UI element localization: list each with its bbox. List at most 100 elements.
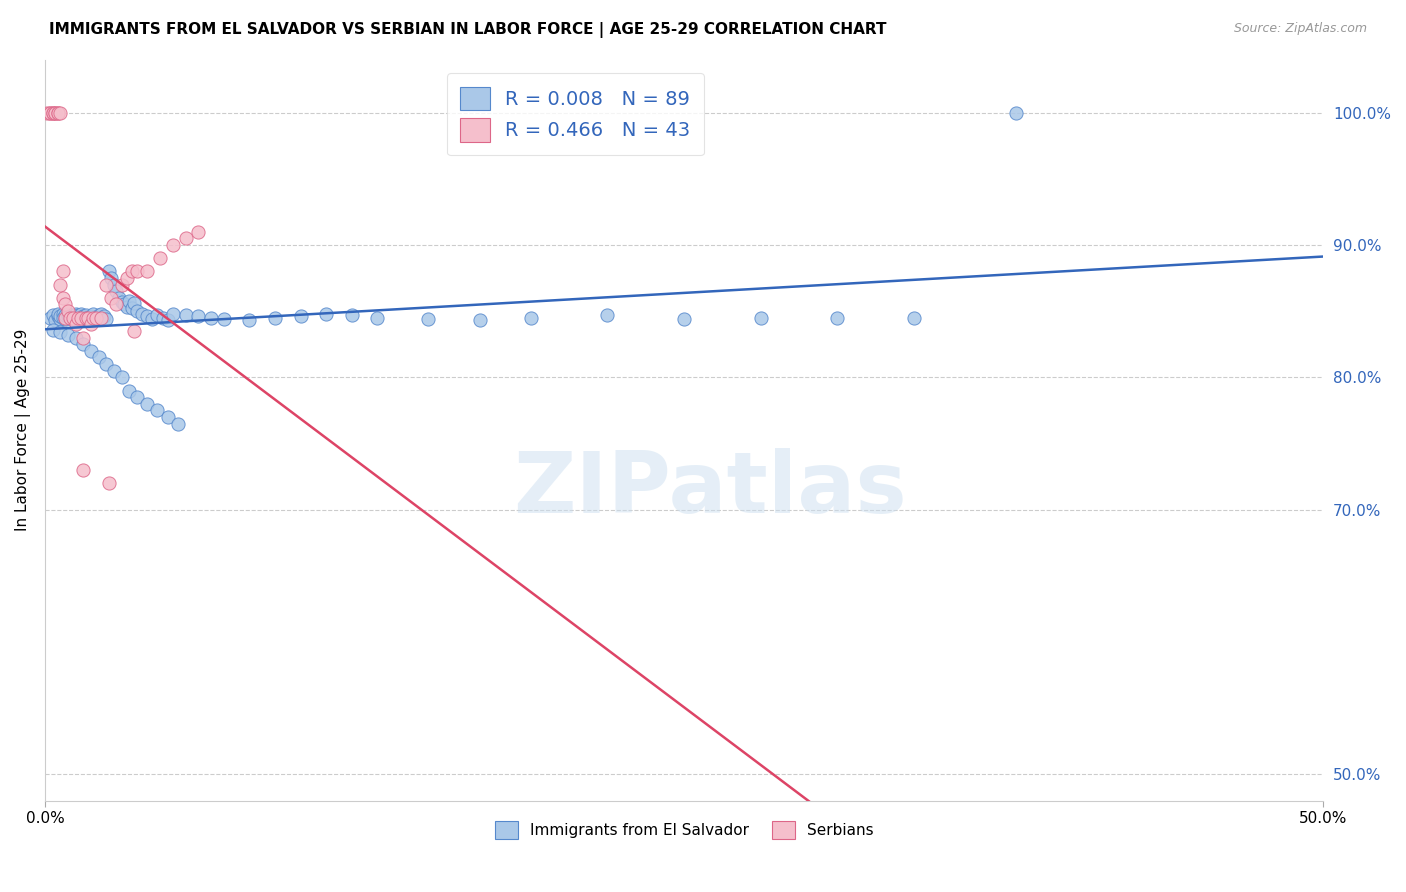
Point [115, 300, 138, 314]
Point [52, 307, 75, 321]
Point [146, 403, 169, 417]
Point [121, 264, 143, 278]
Point [62, 310, 84, 324]
Point [174, 231, 197, 245]
Point [69, 310, 91, 325]
Point [37, 105, 59, 120]
Point [52, 310, 75, 325]
Point [110, 370, 132, 384]
Point [87, 351, 110, 365]
Point [290, 310, 312, 324]
Point [69, 310, 91, 325]
Point [67, 312, 90, 326]
Point [49, 310, 72, 324]
Text: Source: ZipAtlas.com: Source: ZipAtlas.com [1233, 22, 1367, 36]
Point [67, 308, 90, 322]
Point [105, 285, 128, 299]
Point [49, 312, 72, 326]
Point [118, 384, 141, 398]
Point [82, 307, 104, 321]
Point [56, 304, 79, 318]
Point [82, 310, 104, 325]
Point [108, 291, 131, 305]
Point [118, 293, 141, 308]
Point [112, 297, 135, 311]
Point [149, 251, 172, 265]
Point [67, 310, 90, 325]
Text: ZIPatlas: ZIPatlas [513, 448, 907, 531]
Point [174, 308, 197, 322]
Point [56, 307, 79, 321]
Point [162, 238, 184, 252]
Point [1005, 105, 1028, 120]
Point [673, 312, 696, 326]
Point [53, 310, 76, 325]
Point [90, 310, 112, 325]
Point [115, 271, 138, 285]
Point [187, 310, 209, 324]
Point [596, 308, 619, 322]
Point [124, 296, 146, 310]
Point [75, 308, 97, 322]
Point [44, 313, 66, 327]
Point [72, 330, 94, 344]
Point [200, 310, 222, 325]
Point [65, 330, 87, 344]
Point [72, 463, 94, 477]
Point [93, 310, 115, 324]
Point [75, 310, 97, 325]
Point [146, 308, 169, 322]
Point [62, 312, 84, 326]
Point [903, 310, 925, 325]
Point [41, 323, 63, 337]
Point [52, 264, 75, 278]
Point [41, 308, 63, 322]
Point [56, 310, 79, 324]
Point [52, 291, 75, 305]
Point [156, 313, 179, 327]
Point [46, 307, 69, 321]
Point [162, 307, 184, 321]
Point [87, 308, 110, 322]
Point [136, 264, 159, 278]
Point [340, 308, 363, 322]
Point [136, 397, 159, 411]
Point [156, 409, 179, 424]
Point [264, 310, 287, 325]
Point [468, 313, 491, 327]
Point [46, 310, 69, 324]
Point [80, 343, 103, 358]
Point [53, 308, 76, 322]
Point [62, 310, 84, 325]
Point [166, 417, 188, 431]
Point [41, 105, 63, 120]
Point [72, 312, 94, 326]
Point [105, 297, 128, 311]
Point [44, 105, 66, 120]
Point [187, 225, 209, 239]
Point [46, 105, 69, 120]
Point [121, 301, 143, 316]
Point [100, 271, 122, 285]
Point [77, 310, 100, 325]
Point [152, 310, 174, 325]
Point [65, 307, 87, 321]
Point [59, 308, 82, 322]
Point [59, 310, 82, 325]
Point [96, 312, 118, 326]
Point [96, 357, 118, 371]
Point [315, 307, 337, 321]
Y-axis label: In Labor Force | Age 25-29: In Labor Force | Age 25-29 [15, 329, 31, 532]
Point [366, 310, 388, 325]
Point [49, 277, 72, 292]
Point [65, 318, 87, 332]
Point [125, 264, 148, 278]
Point [41, 105, 63, 120]
Point [53, 312, 76, 326]
Point [39, 105, 62, 120]
Point [125, 304, 148, 318]
Point [110, 294, 132, 309]
Point [418, 312, 440, 326]
Point [827, 310, 849, 325]
Point [97, 476, 120, 491]
